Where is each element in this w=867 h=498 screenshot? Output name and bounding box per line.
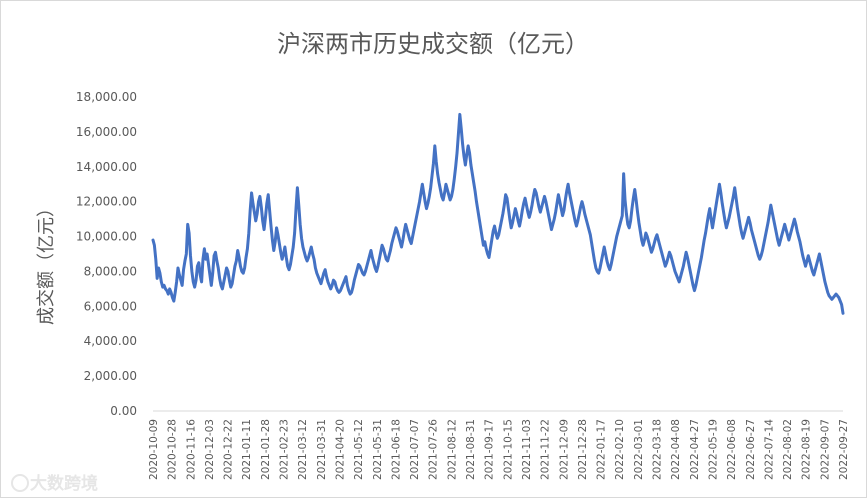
y-tick-label: 18,000.00 [76,90,137,104]
x-tick-label: 2021-11-22 [540,419,552,480]
x-tick-label: 2020-11-16 [185,419,197,480]
x-tick-label: 2022-01-17 [596,419,608,480]
x-tick-label: 2022-04-08 [670,419,682,480]
x-tick-label: 2021-03-31 [316,419,328,480]
x-tick-label: 2021-08-12 [446,419,458,480]
x-tick-label: 2020-12-22 [223,419,235,480]
chart-title: 沪深两市历史成交额（亿元） [277,30,589,58]
x-tick-label: 2022-06-08 [726,419,738,480]
x-tick-label: 2022-08-02 [782,419,794,480]
x-tick-label: 2020-10-28 [167,419,179,480]
x-tick-label: 2021-07-07 [409,419,421,480]
x-tick-label: 2021-10-15 [502,419,514,480]
y-tick-label: 16,000.00 [76,125,137,139]
y-tick-label: 6,000.00 [84,299,137,313]
x-tick-label: 2021-07-26 [428,419,440,480]
x-tick-label: 2022-03-18 [652,419,664,480]
x-tick-label: 2021-02-23 [279,419,291,480]
x-tick-label: 2022-06-27 [745,419,757,480]
y-tick-label: 4,000.00 [84,334,137,348]
watermark-text: 大数跨境 [30,473,98,494]
watermark-logo-icon [11,474,29,492]
x-tick-label: 2021-09-17 [484,419,496,480]
x-axis-ticks: 2020-10-09 2020-10-28 2020-11-16 2020-12-03… [148,419,850,480]
x-tick-label: 2022-02-10 [614,419,626,480]
x-tick-label: 2021-05-31 [372,419,384,480]
x-tick-label: 2021-08-31 [465,419,477,480]
series-line [151,112,845,315]
y-tick-label: 14,000.00 [76,160,137,174]
y-tick-label: 12,000.00 [76,195,137,209]
x-tick-label: 2022-09-07 [819,419,831,480]
x-tick-label: 2022-05-19 [707,419,719,480]
x-tick-label: 2021-06-18 [390,419,402,480]
x-tick-label: 2021-01-11 [241,419,253,480]
watermark: 大数跨境 [11,473,98,494]
x-tick-label: 2021-04-20 [334,419,346,480]
x-tick-label: 2020-10-09 [148,419,160,480]
x-tick-label: 2021-12-09 [558,419,570,480]
x-tick-label: 2020-12-03 [204,419,216,480]
x-tick-label: 2022-08-19 [801,419,813,480]
x-tick-label: 2021-12-28 [577,419,589,480]
y-tick-label: 2,000.00 [84,369,137,383]
x-tick-label: 2021-01-28 [260,419,272,480]
y-tick-label: 10,000.00 [76,230,137,244]
x-tick-label: 2022-09-27 [838,419,850,480]
x-tick-label: 2022-07-14 [763,419,775,480]
x-tick-label: 2021-11-03 [521,419,533,480]
x-tick-label: 2021-03-12 [297,419,309,480]
x-tick-label: 2022-04-27 [689,419,701,480]
y-axis-ticks: 0.00 2,000.00 4,000.00 6,000.00 8,000.00 10,0… [76,90,137,418]
x-tick-label: 2022-03-01 [633,419,645,480]
y-axis-label: 成交额（亿元） [36,199,57,325]
y-tick-label: 0.00 [110,404,137,418]
x-tick-label: 2021-05-12 [353,419,365,480]
y-tick-label: 8,000.00 [84,264,137,278]
